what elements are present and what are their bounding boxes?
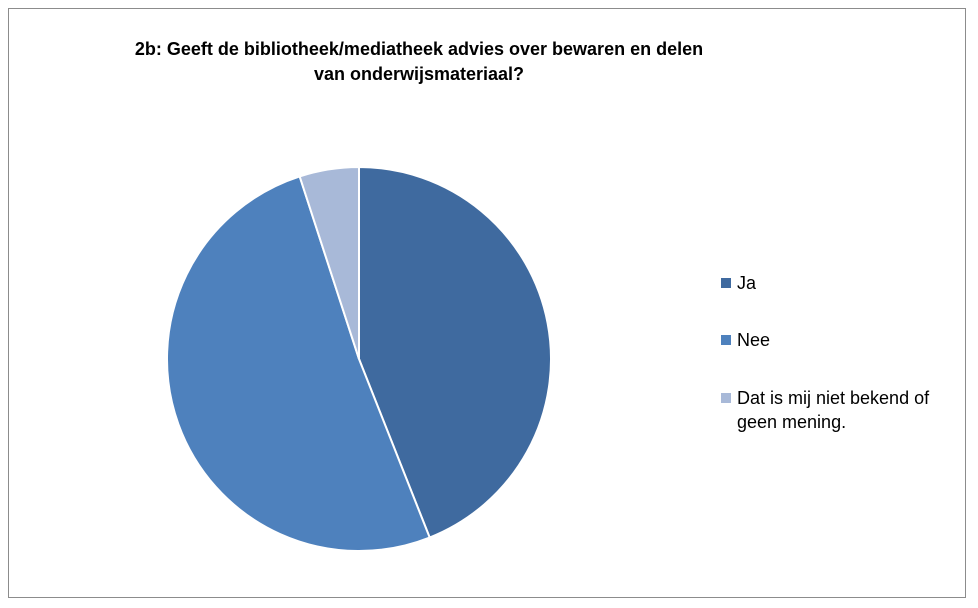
legend-item-ja: Ja [721, 271, 971, 295]
pie-plot [166, 165, 553, 552]
legend-swatch-ja [721, 278, 731, 288]
chart-frame: 2b: Geeft de bibliotheek/mediatheek advi… [8, 8, 966, 598]
legend-label-ja: Ja [737, 273, 757, 293]
legend-label-nee: Nee [737, 330, 771, 351]
legend-item-nee: Nee [721, 328, 971, 352]
legend-item-onbekend: Dat is mij niet bekend of geen mening. [721, 386, 971, 435]
legend-swatch-nee [721, 335, 731, 346]
pie-slice-nee [166, 175, 431, 552]
legend: Ja Nee Dat is mij niet bekend of geen me… [721, 271, 971, 467]
pie-slice-dat-is-mij-niet-bekend-of-geen-mening [298, 165, 360, 360]
pie-slices [166, 165, 553, 552]
legend-swatch-onbekend [721, 392, 731, 403]
legend-label-onbekend: Dat is mij niet bekend of geen mening. [737, 387, 930, 432]
chart-title: 2b: Geeft de bibliotheek/mediatheek advi… [134, 39, 704, 85]
pie-slice-ja [358, 165, 553, 539]
